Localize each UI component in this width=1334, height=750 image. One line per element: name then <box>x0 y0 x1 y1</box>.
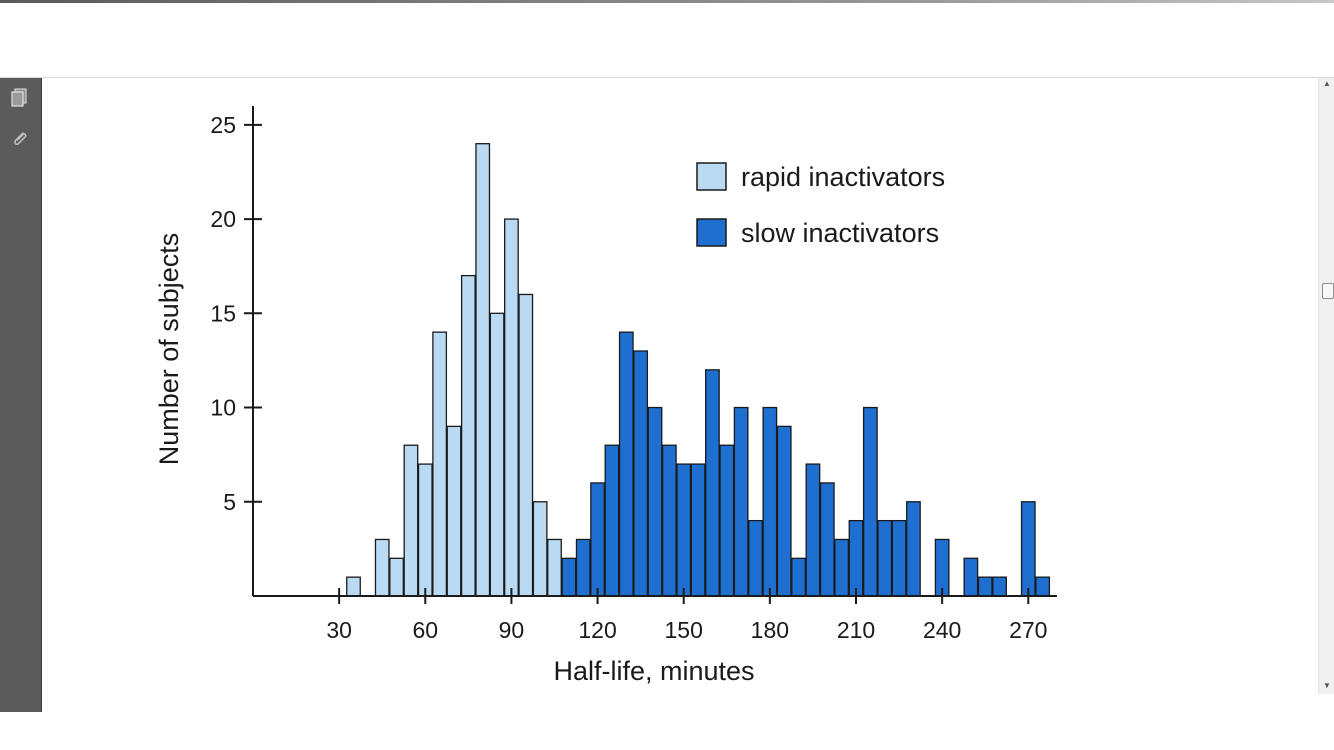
slow-bar <box>618 331 634 597</box>
slow-bar <box>805 463 821 597</box>
rapid-bar <box>489 312 505 597</box>
rapid-bar <box>518 293 534 597</box>
rapid-bar <box>432 331 448 597</box>
y-tick-label: 25 <box>210 112 236 138</box>
attachment-icon[interactable] <box>9 128 31 150</box>
slow-bar <box>748 519 763 597</box>
y-tick-label: 10 <box>210 395 236 421</box>
rapid-bar <box>460 274 476 597</box>
legend-swatch-rapid <box>696 162 727 191</box>
axes-layer <box>252 106 1057 597</box>
slow-bar <box>1020 501 1036 597</box>
x-tick-label: 210 <box>837 617 875 643</box>
rapid-bar <box>475 143 491 597</box>
slow-bar <box>661 444 677 597</box>
rapid-bar <box>417 463 433 597</box>
slow-bar <box>862 406 878 597</box>
y-tick-label: 20 <box>210 206 236 232</box>
bars-layer <box>346 143 1051 597</box>
histogram-chart: 30 60 90 120 150 180 210 240 270 5 10 15 20 25 Half-l… <box>154 106 1057 686</box>
slow-bar <box>963 557 979 597</box>
legend-label-slow: slow inactivators <box>741 218 939 248</box>
x-tick-label: 150 <box>665 617 703 643</box>
left-navigation-rail <box>0 78 42 712</box>
x-tick-label: 60 <box>412 617 438 643</box>
slow-bar <box>647 406 663 597</box>
rapid-bar <box>532 501 548 597</box>
pages-icon[interactable] <box>9 86 31 108</box>
slow-bar <box>877 519 893 597</box>
slow-bar <box>1035 576 1051 597</box>
slow-bar <box>776 425 792 597</box>
scroll-up-icon[interactable]: ▲ <box>1323 79 1331 88</box>
scroll-thumb[interactable] <box>1322 283 1334 299</box>
x-tick-label: 180 <box>751 617 789 643</box>
x-tick-label: 90 <box>499 617 525 643</box>
x-tick-label: 240 <box>923 617 961 643</box>
slow-bar <box>633 350 649 597</box>
document-page: 30 60 90 120 150 180 210 240 270 5 10 15 20 25 Half-l… <box>42 78 1318 694</box>
vertical-scrollbar[interactable]: ▲ ▼ <box>1318 78 1334 694</box>
slow-bar <box>561 557 577 597</box>
slow-bar <box>604 444 620 597</box>
slow-bar <box>906 501 921 597</box>
x-tick-label: 270 <box>1009 617 1047 643</box>
slow-bar <box>762 406 778 597</box>
rapid-bar <box>346 576 361 597</box>
scroll-down-icon[interactable]: ▼ <box>1323 681 1331 690</box>
slow-bar <box>575 538 591 597</box>
slow-bar <box>934 538 950 597</box>
legend-label-rapid: rapid inactivators <box>741 162 945 192</box>
legend-swatch-slow <box>696 218 727 247</box>
slow-bar <box>834 538 850 597</box>
slow-bar <box>733 406 749 597</box>
rapid-bar <box>389 557 404 597</box>
slow-bar <box>590 482 605 597</box>
x-tick-label: 120 <box>578 617 616 643</box>
rapid-bar <box>403 444 419 597</box>
x-axis-label: Half-life, minutes <box>553 656 754 686</box>
y-axis-label: Number of subjects <box>154 233 184 466</box>
slow-bar <box>891 519 907 597</box>
slow-bar <box>848 519 864 597</box>
rapid-bar <box>547 538 562 597</box>
ticks-layer: 30 60 90 120 150 180 210 240 270 5 10 15 20 25 <box>210 112 1047 643</box>
rapid-bar <box>446 425 462 597</box>
y-tick-label: 5 <box>223 489 236 515</box>
slow-bar <box>791 557 806 597</box>
rapid-bar <box>374 538 390 597</box>
slow-bar <box>690 463 706 597</box>
legend: rapid inactivators slow inactivators <box>696 162 945 248</box>
top-title-strip <box>0 0 1334 3</box>
slow-bar <box>819 482 835 597</box>
slow-bar <box>992 576 1007 597</box>
bottom-blank-area <box>0 712 1334 750</box>
y-tick-label: 15 <box>210 300 236 326</box>
slow-bar <box>719 444 735 597</box>
x-tick-label: 30 <box>326 617 352 643</box>
slow-bar <box>977 576 993 597</box>
slow-bar <box>705 369 720 597</box>
rapid-bar <box>504 218 519 597</box>
slow-bar <box>676 463 692 597</box>
top-toolbar-area <box>0 3 1334 78</box>
